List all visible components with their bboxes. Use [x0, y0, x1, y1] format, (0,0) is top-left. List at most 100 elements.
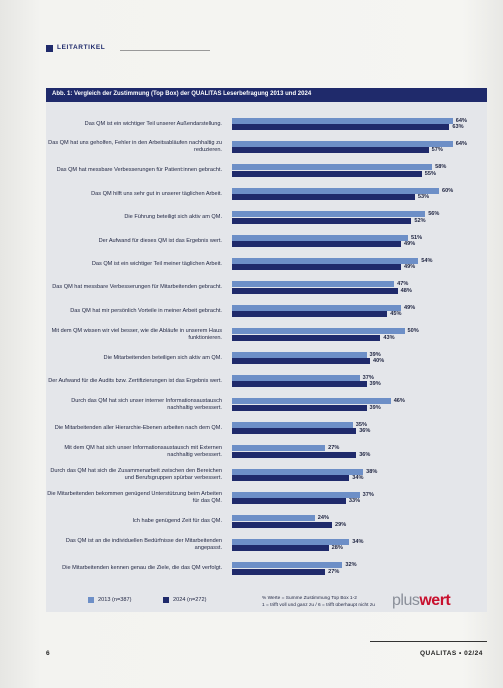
category-label: Das QM hilft uns sehr gut in unserer täg… [91, 190, 222, 197]
value-label: 47% [397, 281, 409, 288]
bar [232, 234, 408, 241]
bar [232, 491, 360, 498]
value-label: 58% [435, 164, 447, 171]
value-label: 39% [369, 351, 381, 358]
bar [232, 515, 315, 522]
bar [232, 281, 395, 288]
bar [232, 187, 439, 194]
value-label: 45% [390, 311, 402, 318]
value-label: 35% [355, 421, 367, 428]
bar [232, 124, 450, 130]
value-label: 64% [455, 140, 467, 147]
footnote: 1 = trifft voll und ganz zu / 6 = trifft… [262, 603, 375, 608]
category-label: Das QM ist ein wichtiger Teil unserer Au… [84, 120, 222, 127]
value-label: 37% [362, 491, 374, 498]
value-label: 53% [417, 194, 430, 201]
bar [232, 170, 422, 177]
bar [232, 304, 402, 311]
legend-swatch [88, 597, 94, 603]
value-label: 27% [328, 568, 340, 575]
bar [232, 538, 350, 545]
bar [232, 147, 429, 154]
bar [232, 287, 398, 294]
logo-text: wert [419, 592, 451, 609]
value-label: 40% [373, 358, 385, 364]
value-label: 50% [407, 328, 419, 335]
rule [370, 641, 487, 642]
bar [232, 140, 453, 147]
value-label: 46% [393, 398, 405, 405]
bar [232, 451, 357, 458]
value-label: 24% [317, 515, 329, 522]
section-marker [46, 45, 53, 52]
bar [232, 194, 415, 201]
bar [232, 521, 333, 528]
value-label: 32% [345, 562, 357, 569]
bar [232, 264, 402, 271]
bar [232, 311, 388, 318]
logo-text: plus [392, 592, 420, 609]
bar [232, 351, 367, 358]
value-label: 34% [352, 538, 364, 545]
bar [232, 211, 426, 218]
bar [232, 241, 402, 247]
category-label: Das QM hat messbare Verbesserungen für M… [52, 284, 222, 291]
value-label: 38% [366, 468, 378, 475]
bar [232, 257, 419, 264]
value-label: 39% [369, 381, 381, 388]
category-label: Die Mitarbeitenden aller Hierarchie-Eben… [54, 424, 222, 431]
bar [232, 568, 326, 575]
value-label: 56% [428, 211, 440, 218]
category-label: Die Mitarbeitenden bekommen genügend Unt… [47, 491, 222, 505]
bar [232, 381, 367, 388]
bar [232, 421, 353, 428]
bar [232, 374, 360, 381]
bar [232, 404, 367, 411]
bar [232, 334, 381, 341]
section-title: LEITARTIKEL [57, 44, 106, 51]
value-label: 36% [359, 428, 371, 435]
value-label: 54% [421, 257, 433, 264]
category-label: Das QM ist an die individuellen Bedürfni… [65, 538, 222, 552]
value-label: 52% [414, 217, 426, 224]
category-label: Das QM hat mir persönlich Vorteile in me… [70, 307, 222, 314]
legend-label: 2024 (n=272) [173, 597, 207, 603]
category-label: Durch das QM hat sich die Zusammenarbeit… [50, 468, 222, 481]
value-label: 43% [383, 334, 395, 341]
value-label: 49% [404, 264, 416, 271]
value-label: 39% [369, 404, 381, 411]
bar [232, 428, 357, 435]
page-number: 6 [46, 650, 50, 657]
rule [120, 50, 210, 51]
logo: pluswert [392, 592, 451, 610]
chart-title: Abb. 1: Vergleich der Zustimmung (Top Bo… [52, 91, 312, 97]
bar [232, 217, 412, 224]
value-label: 60% [442, 187, 454, 194]
legend-swatch [163, 597, 169, 603]
category-label: Das QM hat uns geholfen, Fehler in den A… [48, 140, 222, 154]
category-label: Die Mitarbeitenden kennen genau die Ziel… [62, 565, 222, 572]
value-label: 28% [331, 545, 343, 552]
footnote: % Werte = Summe Zustimmung Top Box 1-2 [262, 596, 357, 601]
journal-name: QUALITAS • 02/24 [420, 650, 483, 657]
value-label: 57% [431, 147, 443, 154]
category-label: Mit dem QM wissen wir viel besser, wie d… [51, 327, 222, 341]
title-bar [46, 88, 487, 102]
category-label: Das QM ist ein wichtiger Teil meiner täg… [91, 260, 222, 267]
category-label: Mit dem QM hat sich unser Informationsau… [64, 444, 222, 458]
legend-label: 2013 (n=387) [98, 597, 132, 603]
category-label: Die Mitarbeitenden beteiligen sich aktiv… [103, 354, 222, 361]
value-label: 37% [362, 374, 374, 381]
category-label: Durch das QM hat sich unser interner Inf… [71, 397, 222, 411]
bar [232, 164, 433, 171]
value-label: 55% [424, 170, 436, 177]
category-label: Ich habe genügend Zeit für das QM. [132, 518, 222, 525]
value-label: 63% [452, 124, 464, 130]
bar [232, 445, 326, 452]
value-label: 49% [404, 304, 416, 311]
bar [232, 475, 350, 481]
value-label: 33% [348, 498, 361, 505]
category-label: Das QM hat messbare Verbesserungen für P… [56, 167, 222, 174]
value-label: 27% [328, 445, 340, 452]
